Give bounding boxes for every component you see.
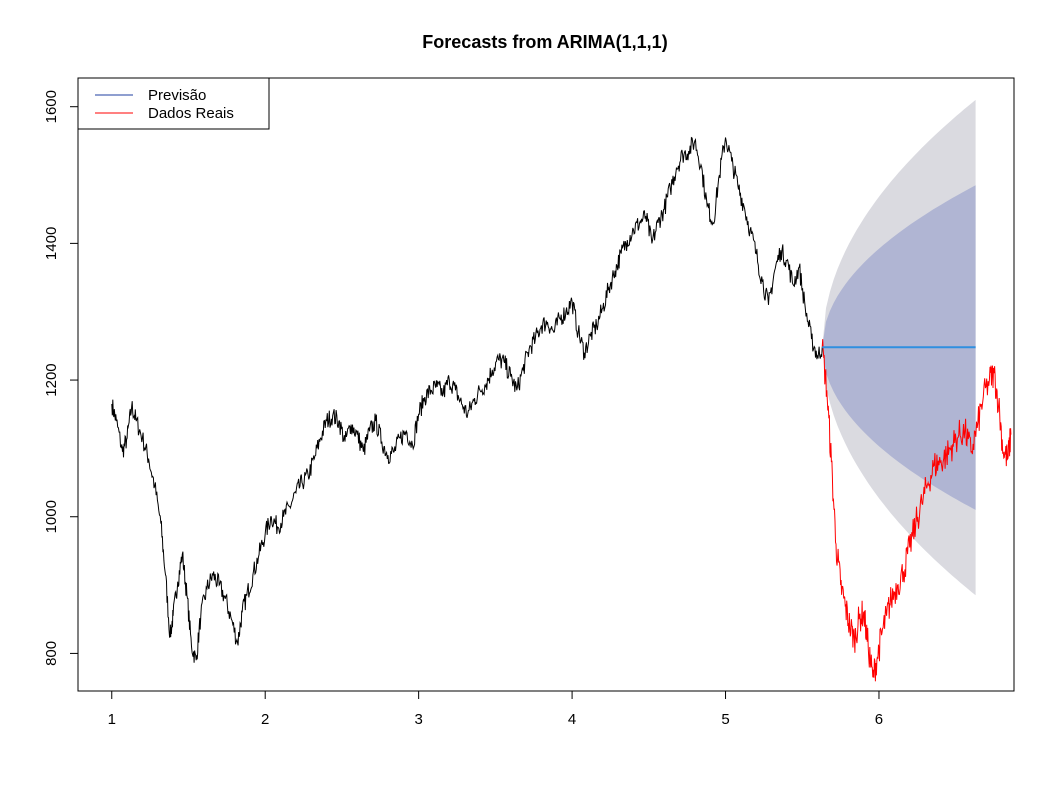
series-lines (111, 136, 1012, 682)
x-tick-label: 6 (875, 711, 883, 728)
x-tick-label: 1 (108, 711, 116, 728)
x-tick-label: 5 (721, 711, 729, 728)
legend-label: Previsão (148, 87, 206, 104)
x-axis: 1 2 3 4 5 6 (108, 690, 883, 728)
legend-label: Dados Reais (148, 105, 234, 122)
y-tick-label: 800 (43, 641, 60, 666)
x-tick-label: 3 (414, 711, 422, 728)
y-tick-label: 1200 (43, 363, 60, 396)
x-tick-label: 4 (568, 711, 576, 728)
y-tick-label: 1000 (43, 500, 60, 533)
y-tick-label: 1600 (43, 90, 60, 123)
x-tick-label: 2 (261, 711, 269, 728)
history-line (111, 136, 823, 663)
actual-data-line (821, 339, 1012, 682)
y-tick-label: 1400 (43, 227, 60, 260)
y-axis: 800 1000 1200 1400 1600 (43, 90, 79, 666)
legend-box (77, 77, 270, 130)
chart-title: Forecasts from ARIMA(1,1,1) (422, 32, 667, 52)
